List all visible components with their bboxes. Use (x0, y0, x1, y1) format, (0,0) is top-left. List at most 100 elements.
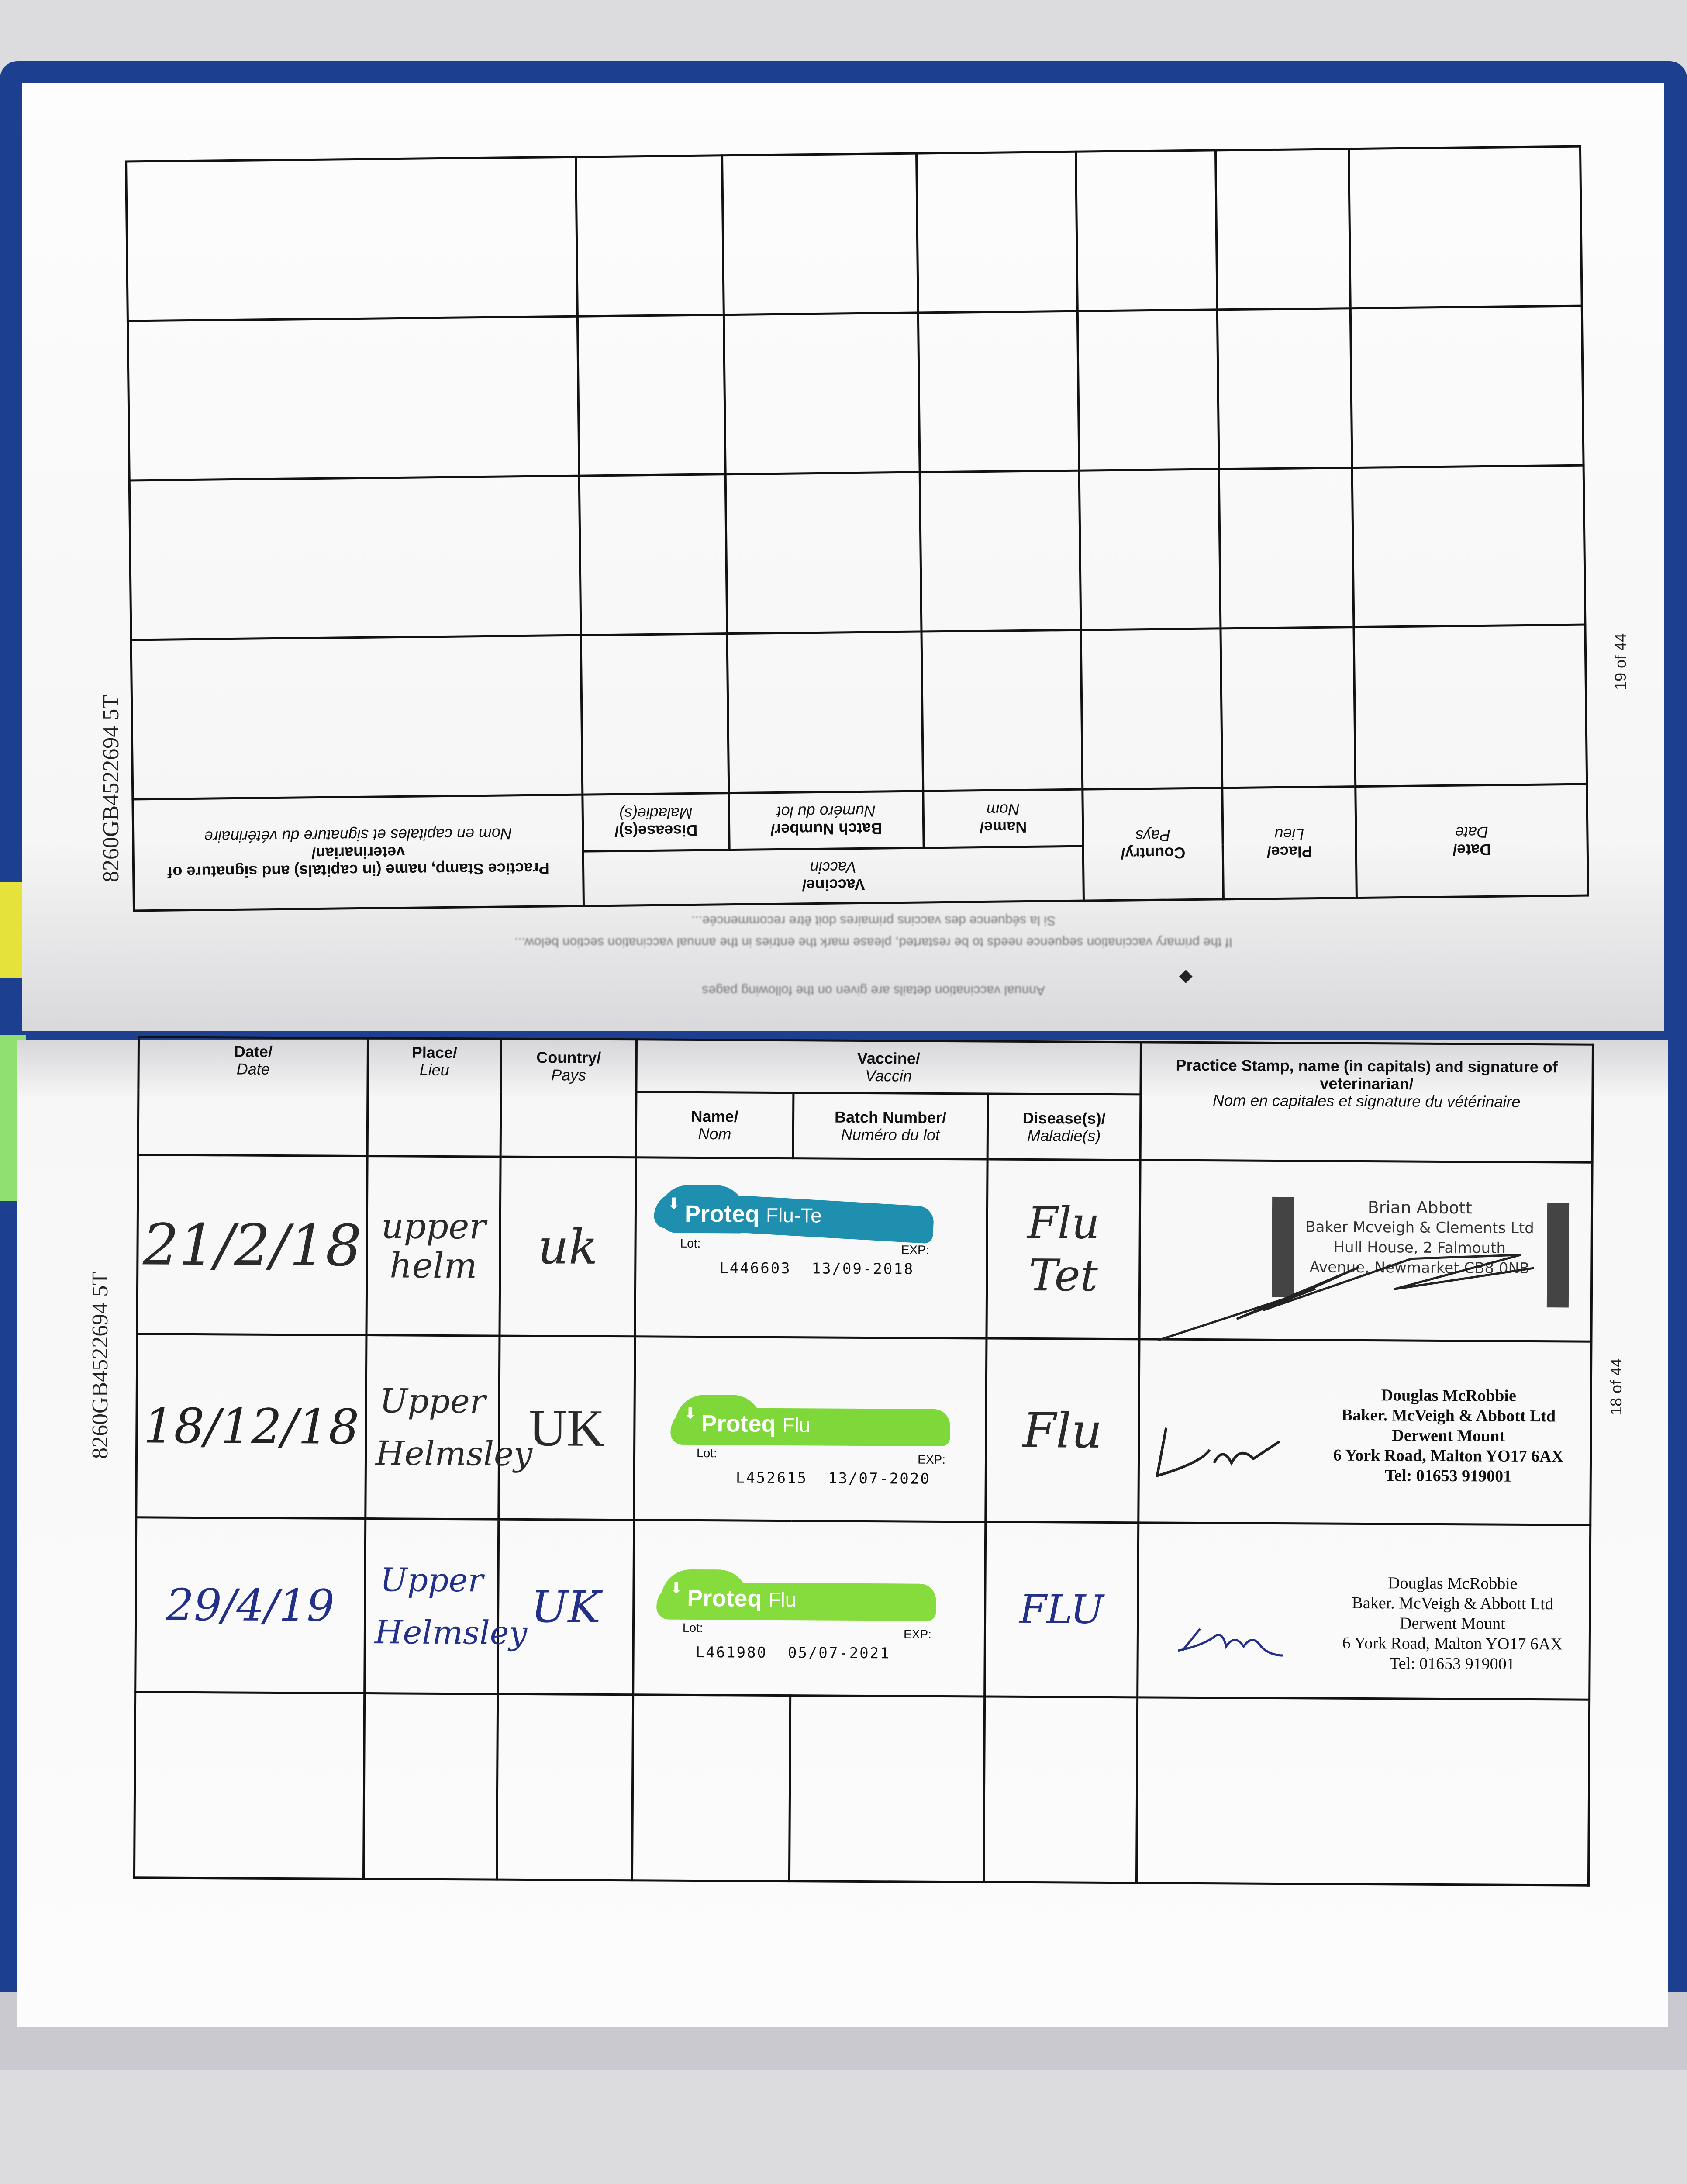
date-value: 29/4/19 (166, 1579, 335, 1631)
batch-cell[interactable] (725, 472, 921, 634)
date-value: 18/12/18 (143, 1397, 359, 1455)
name-cell[interactable] (632, 1694, 790, 1881)
vaccine-sticker-cell[interactable]: ⬇ Proteq Flu Lot: EXP: L452615 13/07-202… (634, 1336, 987, 1522)
batch-cell[interactable] (727, 631, 923, 793)
country-cell[interactable]: UK (497, 1519, 634, 1695)
name-cell[interactable] (920, 470, 1081, 632)
disease-cell[interactable] (576, 155, 724, 317)
vaccine-brand: Proteq Flu (701, 1410, 811, 1437)
date-cell[interactable] (1349, 146, 1582, 308)
vet-signature (1157, 1254, 1534, 1341)
vet-stamp: Douglas McRobbie Baker. McVeigh & Abbott … (1342, 1574, 1563, 1673)
page-18: 8260GB4522694 5T 18 of 44 Date/Date Plac… (17, 1037, 1668, 2027)
exp-label: EXP: (901, 1243, 929, 1257)
disease-cell[interactable] (579, 474, 728, 636)
place-value: Upper Helmsley (374, 1561, 528, 1652)
table-row (126, 146, 1582, 321)
date-cell[interactable] (134, 1692, 365, 1879)
stamp-cell[interactable] (1136, 1697, 1590, 1886)
vaccine-sticker-cell[interactable]: ⬇ Proteq Flu-Te Lot: EXP: L446603 13/09-… (635, 1157, 988, 1338)
header-country: Country/Pays (1082, 788, 1224, 901)
instruction-note-annual: Annual vaccination details are given on … (702, 983, 1045, 998)
vet-signature (1155, 1427, 1280, 1478)
date-cell[interactable] (1350, 306, 1584, 468)
stamp-cell[interactable] (131, 635, 583, 799)
stamp-cell[interactable]: Douglas McRobbie Baker. McVeigh & Abbott … (1137, 1522, 1590, 1700)
country-cell[interactable] (497, 1694, 633, 1880)
page-19: Date/Date Place/Lieu Country/Pays Vaccin… (22, 83, 1664, 1031)
table-row (129, 465, 1585, 640)
date-cell[interactable]: 18/12/18 (136, 1334, 366, 1519)
stamp-cell[interactable]: Brian Abbott Baker Mcveigh & Clements Ltd… (1139, 1160, 1593, 1342)
place-cell[interactable] (1215, 149, 1351, 310)
stamp-cell[interactable] (126, 157, 578, 321)
name-cell[interactable] (921, 630, 1083, 791)
header-batch: Batch Number/Numéro du lot (728, 791, 924, 850)
place-cell[interactable]: upper helm (366, 1156, 501, 1336)
header-date: Date/Date (138, 1037, 368, 1156)
country-cell[interactable] (1079, 469, 1221, 630)
date-cell[interactable] (1352, 465, 1585, 627)
disease-cell[interactable]: Flu Tet (986, 1159, 1141, 1339)
disease-cell[interactable]: Flu (985, 1338, 1139, 1523)
place-cell[interactable]: Upper Helmsley (364, 1518, 528, 1694)
country-cell[interactable]: UK (498, 1336, 635, 1520)
header-stamp: Practice Stamp, name (in capitals) and s… (1140, 1042, 1593, 1163)
page-number-19: 19 of 44 (1611, 633, 1629, 690)
instruction-note-en: If the primary vaccination sequence need… (514, 935, 1233, 950)
date-cell[interactable]: 21/2/18 (137, 1154, 368, 1335)
place-cell[interactable] (1219, 467, 1354, 629)
stamp-cell[interactable]: Douglas McRobbie Baker. McVeigh & Abbott … (1138, 1339, 1591, 1525)
arrow-down-icon: ⬇ (669, 1579, 683, 1597)
table-row (131, 625, 1587, 799)
lot-label: Lot: (680, 1236, 701, 1251)
page-number-18: 18 of 44 (1607, 1358, 1625, 1415)
date-value: 21/2/18 (142, 1211, 362, 1279)
country-cell[interactable] (1077, 309, 1219, 471)
date-cell[interactable]: 29/4/19 (135, 1517, 366, 1693)
arrow-down-icon: ⬇ (667, 1194, 681, 1213)
date-cell[interactable] (1353, 625, 1587, 787)
vaccine-sticker: ⬇ Proteq Flu Lot: EXP: L452615 13/07-202… (670, 1394, 950, 1488)
vaccine-sticker: ⬇ Proteq Flu Lot: EXP: L461980 05/07-202… (656, 1569, 936, 1662)
name-cell[interactable] (918, 311, 1080, 473)
batch-cell[interactable] (724, 313, 920, 474)
place-cell[interactable] (363, 1693, 498, 1880)
table-row: 21/2/18 upper helm uk ⬇ Proteq Flu-Te Lo… (137, 1154, 1593, 1342)
table-row (128, 306, 1584, 480)
country-cell[interactable] (1080, 628, 1222, 790)
country-value: UK (531, 1581, 601, 1633)
place-value: Upper Helmsley (375, 1381, 533, 1473)
place-value: upper helm (381, 1205, 486, 1286)
vaccine-brand: Proteq Flu (687, 1585, 797, 1612)
disease-cell[interactable]: FLU (984, 1521, 1138, 1697)
stamp-mark (1546, 1203, 1570, 1308)
disease-value: FLU (1019, 1586, 1104, 1633)
header-date: Date/Date (1355, 784, 1588, 898)
stamp-cell[interactable] (128, 316, 580, 480)
disease-cell[interactable] (581, 633, 729, 795)
country-cell[interactable]: uk (499, 1157, 636, 1337)
country-cell[interactable] (1076, 150, 1218, 311)
batch-cell[interactable] (789, 1695, 985, 1882)
vaccine-sticker: ⬇ Proteq Flu-Te Lot: EXP: L446603 13/09-… (653, 1185, 935, 1278)
lot-exp-values: L461980 05/07-2021 (695, 1644, 890, 1662)
header-vaccine: Vaccine/Vaccin (636, 1039, 1141, 1095)
stamp-cell[interactable] (129, 476, 581, 640)
vet-stamp: Douglas McRobbie Baker. McVeigh & Abbott … (1333, 1386, 1564, 1486)
vaccine-brand: Proteq Flu-Te (684, 1200, 822, 1227)
place-cell[interactable]: Upper Helmsley (365, 1335, 533, 1520)
disease-cell[interactable] (577, 314, 726, 476)
disease-cell[interactable] (983, 1696, 1138, 1883)
header-name: Name/Nom (636, 1092, 793, 1158)
horse-id-top: 8260GB4522694 5T (99, 695, 124, 882)
header-batch: Batch Number/Numéro du lot (793, 1092, 988, 1159)
header-country: Country/Pays (500, 1039, 637, 1158)
place-cell[interactable] (1217, 308, 1352, 469)
place-cell[interactable] (1220, 627, 1356, 788)
batch-cell[interactable] (722, 153, 918, 315)
vaccination-table: Date/Date Place/Lieu Country/Pays Vaccin… (133, 1036, 1593, 1886)
lot-label: Lot: (682, 1621, 703, 1635)
name-cell[interactable] (916, 152, 1078, 313)
vaccine-sticker-cell[interactable]: ⬇ Proteq Flu Lot: EXP: L461980 05/07-202… (633, 1520, 986, 1697)
